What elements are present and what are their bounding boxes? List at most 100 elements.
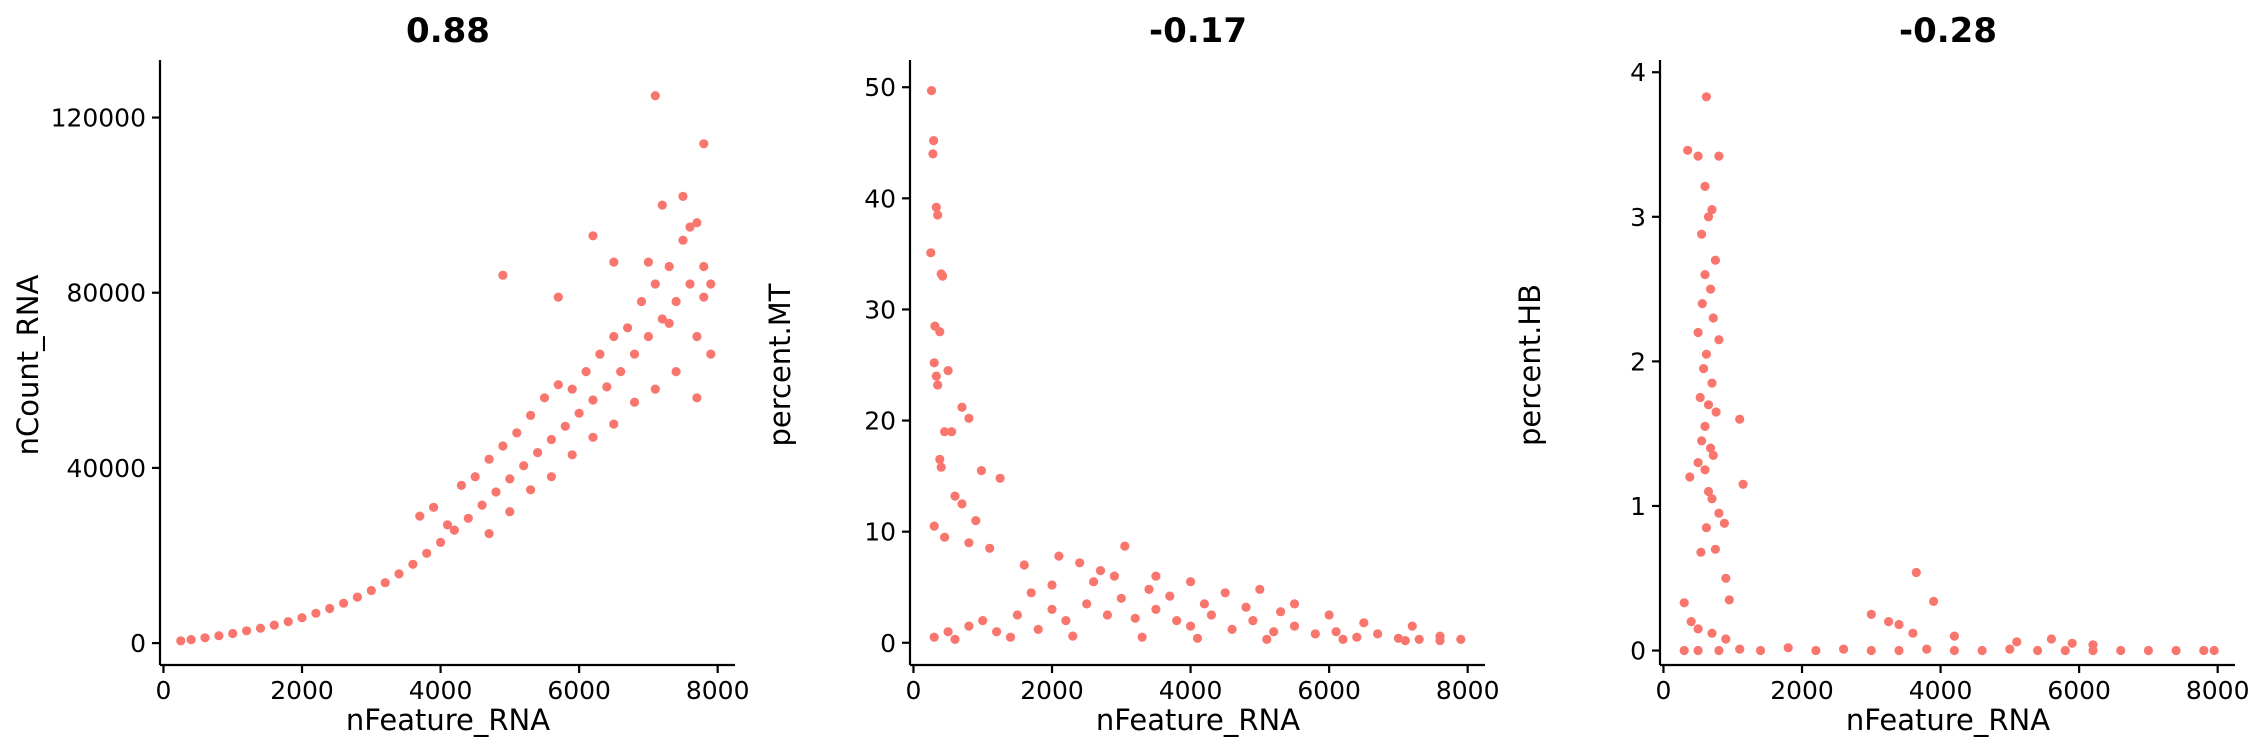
panel-2-y-tick-label: 20 <box>864 407 896 436</box>
panel-1-point <box>297 613 307 623</box>
panel-1-point <box>629 349 640 359</box>
panel-3-point <box>1706 443 1716 453</box>
panel-1-point <box>678 235 688 245</box>
panel-2-point <box>943 627 953 637</box>
panel-3-point <box>1721 573 1731 583</box>
panel-1-x-tick-label: 6000 <box>547 676 611 705</box>
panel-1-point <box>311 608 321 618</box>
panel-1-point <box>650 91 660 101</box>
panel-3-point <box>1701 523 1711 533</box>
panel-3-y-tick-label: 1 <box>1630 492 1646 521</box>
panel-1-point <box>650 384 660 394</box>
panel-2-y-tick-label: 10 <box>864 518 896 547</box>
panel-3-y-axis-label: percent.HB <box>1513 284 1547 446</box>
panel-2-point <box>1352 632 1362 642</box>
panel-1-point <box>470 472 480 482</box>
panel-3-point <box>2033 645 2043 656</box>
panel-2-point <box>1262 634 1272 645</box>
panel-1-point <box>477 500 487 510</box>
panel-1-point <box>394 569 404 579</box>
panel-1-point <box>643 257 654 267</box>
panel-1-point <box>269 620 279 630</box>
panel-2-point <box>1144 584 1154 595</box>
panel-3-point <box>1735 644 1745 654</box>
panel-3-point <box>1894 619 1904 630</box>
panel-3-point <box>1699 364 1709 374</box>
panel-2-point <box>1095 566 1106 576</box>
panel-3-point <box>1714 335 1724 345</box>
panel-3-y-tick-label: 0 <box>1630 637 1646 666</box>
panel-1-point <box>186 635 196 645</box>
panel-1-point <box>422 548 432 558</box>
panel-1-point <box>699 139 709 149</box>
panel-2-point <box>1192 633 1203 643</box>
panel-1-point <box>664 261 674 272</box>
panel-2-x-axis-label: nFeature_RNA <box>1096 703 1300 737</box>
panel-2-point <box>1400 636 1410 646</box>
panel-2-point <box>1089 577 1099 587</box>
panel-2-point <box>1109 571 1119 581</box>
panel-2-point <box>929 136 939 146</box>
panel-2-point <box>1151 604 1161 615</box>
panel-1-points <box>176 91 716 646</box>
panel-1-point <box>567 450 577 460</box>
panel-2-point <box>1186 577 1196 587</box>
panel-2-point <box>943 366 953 376</box>
panel-1-point <box>242 626 252 636</box>
panel-2-point <box>1047 580 1057 590</box>
panel-2-point <box>1102 610 1112 620</box>
panel-1-point <box>616 367 626 377</box>
panel-3-point <box>2143 645 2153 656</box>
panel-1-point <box>214 631 224 641</box>
panel-2-point <box>1206 610 1216 620</box>
panel-3-point <box>1707 205 1717 215</box>
panel-3-point <box>1949 645 1959 656</box>
panel-1-point <box>283 617 293 627</box>
panel-3-y-tick-label: 2 <box>1630 347 1646 376</box>
panel-3-point <box>1703 400 1714 410</box>
panel-1-point <box>505 474 515 484</box>
panel-1-x-tick-label: 4000 <box>409 676 473 705</box>
panel-1-y-tick-label: 120000 <box>51 104 146 133</box>
panel-3-point <box>1755 645 1766 656</box>
panel-1-y-tick-label: 0 <box>130 629 146 658</box>
panel-2-point <box>964 538 974 548</box>
panel-3-point <box>1679 598 1689 608</box>
panel-2-point <box>1289 621 1300 631</box>
panel-1: 0.88 nFeature_RNA nCount_RNA 0 2000 4000 60… <box>11 11 749 737</box>
panel-1-point <box>629 397 640 407</box>
panel-1-point <box>484 529 494 539</box>
panel-2-point <box>1012 610 1023 620</box>
panel-3-point <box>1783 643 1793 653</box>
panel-1-point <box>339 598 349 608</box>
panel-2-point <box>1241 602 1251 612</box>
panel-2-point <box>1054 551 1064 561</box>
panel-3-point <box>2067 638 2077 648</box>
panel-2-y-tick-label: 30 <box>864 295 896 324</box>
panel-2-point <box>950 491 960 501</box>
panel-1-x-tick-label: 8000 <box>686 676 750 705</box>
panel-2-point <box>1373 629 1383 639</box>
panel-2-point <box>985 543 995 553</box>
panel-1-point <box>491 487 501 497</box>
panel-2-point <box>957 402 967 412</box>
panel-2-point <box>1255 584 1265 595</box>
panel-1-point <box>415 511 425 521</box>
panel-3-point <box>1693 624 1703 634</box>
panel-1-point <box>636 296 647 307</box>
panel-3-point <box>1683 145 1693 155</box>
panel-3-point <box>1706 284 1716 294</box>
panel-2-point <box>936 462 946 472</box>
panel-1-point <box>449 525 459 535</box>
panel-2-points <box>926 86 1466 646</box>
panel-2-point <box>1407 621 1417 631</box>
panel-3-point <box>1703 212 1714 222</box>
panel-3-point <box>1707 378 1717 388</box>
panel-3-point <box>1708 450 1718 460</box>
panel-3-point <box>1908 628 1918 638</box>
panel-2-point <box>1075 558 1085 568</box>
panel-1-point <box>650 279 660 289</box>
panel-3-point <box>1811 645 1821 656</box>
panel-2-point <box>935 327 945 337</box>
